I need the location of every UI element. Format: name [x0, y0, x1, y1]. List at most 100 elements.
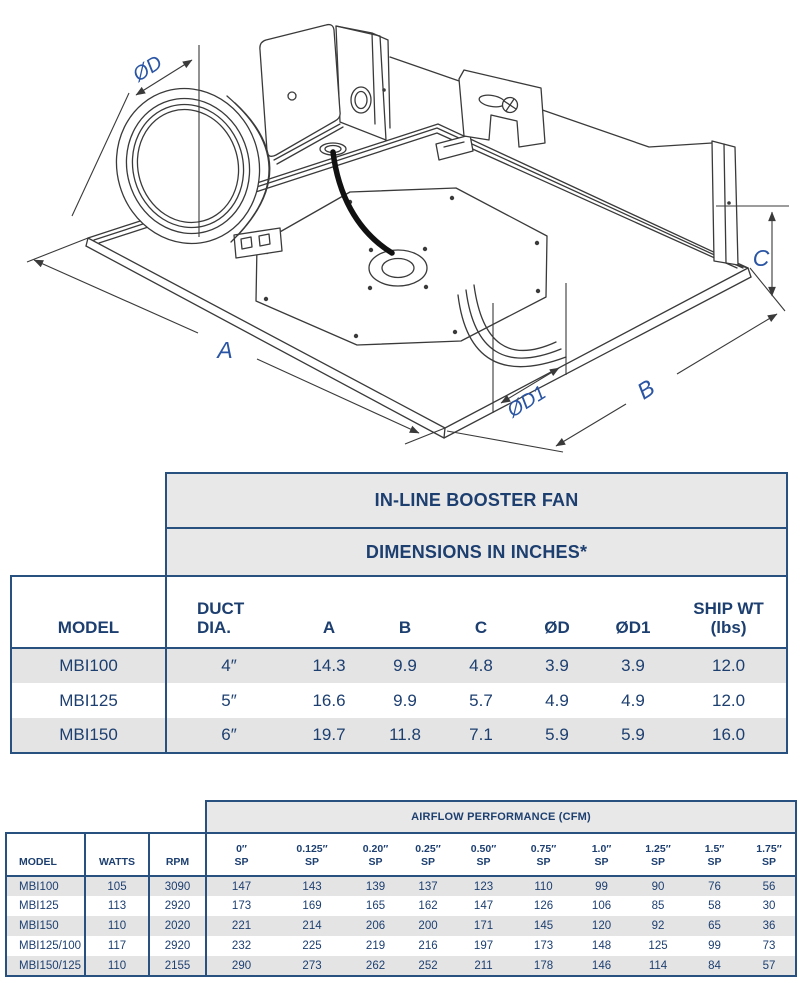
table-cell: 4.8	[469, 656, 493, 675]
column-header: A	[291, 576, 367, 649]
column-header: WATTS	[85, 832, 150, 877]
table-cell: 197	[473, 940, 494, 952]
table-cell: 216	[418, 940, 438, 952]
table-cell: 58	[708, 900, 721, 912]
perf-table-header-row: MODEL WATTS RPM 0″ SP 0.125″ SP 0.20″ SP 0.25″…	[5, 832, 798, 877]
table-cell: MBI100	[10, 648, 167, 683]
fan-isometric-drawing: ØD A B C ØD1	[26, 23, 789, 453]
table-cell: MBI100	[5, 876, 86, 896]
table-cell: 76	[708, 880, 721, 893]
table-cell: 105	[85, 876, 150, 896]
table-row: MBI125/100 117 2920 232 225 219 216 197 173 148 12…	[5, 936, 798, 956]
dim-label-c: C	[753, 245, 770, 271]
table-cell: 5.9	[595, 718, 671, 754]
table-cell: 221	[231, 920, 252, 932]
rear-wall	[389, 56, 749, 269]
table-cell: 3.9	[545, 656, 569, 675]
table-cell: 113	[85, 896, 150, 916]
table-cell: 273	[276, 956, 349, 977]
table-cell: 143	[302, 880, 322, 893]
airflow-table: AIRFLOW PERFORMANCE (CFM) MODEL WATTS RPM 0…	[5, 800, 798, 977]
table-cell: 114	[630, 956, 687, 977]
table-cell: 178	[514, 956, 574, 977]
dim-label-a: A	[215, 337, 232, 363]
table-cell: 146	[573, 956, 631, 977]
table-cell: 123	[473, 880, 494, 893]
table-cell: 57	[743, 956, 798, 977]
column-header-sp: 0.50″ SP	[453, 832, 515, 877]
table-cell: 145	[533, 920, 554, 932]
column-header-sp: 0.75″ SP	[514, 832, 574, 877]
table-cell: 14.3	[312, 656, 346, 675]
table-cell: 99	[708, 940, 721, 952]
table-cell: 125	[648, 940, 668, 952]
table-cell: 16.6	[312, 690, 346, 710]
table-cell: 5″	[221, 690, 237, 710]
table-cell: 99	[595, 880, 608, 893]
table-cell: 4″	[221, 656, 237, 675]
table-cell: MBI150/125	[5, 956, 86, 977]
dim-table-subtitle: DIMENSIONS IN INCHES*	[164, 527, 789, 577]
table-cell: 36	[743, 916, 798, 936]
table-cell: 162	[418, 900, 438, 912]
dim-table-header-row: MODEL DUCT DIA. A B C ØD ØD1 SHIP WT (lbs)	[10, 575, 789, 649]
table-cell: 16.0	[671, 718, 789, 754]
perf-table-body: MBI100 105 3090 147 143 139 137 123 110 99 90 76 56 M…	[5, 876, 798, 977]
table-cell: 2155	[149, 956, 208, 977]
table-cell: 117	[85, 936, 150, 956]
table-cell: 252	[403, 956, 454, 977]
table-row: MBI100 105 3090 147 143 139 137 123 110 99 90 76 56	[5, 876, 798, 896]
table-cell: 73	[743, 936, 798, 956]
spacer-cell	[6, 801, 207, 833]
junction-box-knockout	[287, 91, 297, 101]
table-cell: 84	[686, 956, 744, 977]
dim-table-body: MBI100 4″ 14.3 9.9 4.8 3.9 3.9 12.0 MBI125 5″ 16.6…	[10, 648, 789, 754]
table-row: MBI125 5″ 16.6 9.9 5.7 4.9 4.9 12.0	[10, 683, 789, 718]
column-header: MODEL	[10, 575, 167, 649]
table-cell: 85	[651, 900, 665, 912]
table-cell: 206	[365, 920, 386, 932]
column-header: B	[367, 576, 443, 649]
column-header-sp: 0.20″ SP	[348, 832, 404, 877]
mounting-plate	[255, 187, 548, 346]
table-cell: 7.1	[443, 718, 519, 754]
table-row: MBI150/125 110 2155 290 273 262 252 211 178 146 11…	[5, 956, 798, 977]
mounting-bracket	[458, 69, 546, 148]
column-header-sp: 0.125″ SP	[276, 832, 349, 877]
column-header-sp: 1.0″ SP	[573, 832, 631, 877]
table-cell: 2020	[149, 916, 208, 936]
column-header: MODEL	[5, 832, 86, 877]
table-cell: 225	[302, 940, 322, 952]
table-cell: 11.8	[367, 718, 443, 754]
table-cell: 139	[365, 880, 386, 893]
table-cell: 110	[534, 880, 553, 893]
spacer-cell	[11, 473, 166, 528]
dimension-c	[716, 205, 789, 297]
table-cell: 165	[365, 900, 386, 912]
housing-side-band	[85, 237, 752, 439]
column-header: SHIP WT (lbs)	[671, 576, 789, 649]
column-header-sp: 1.5″ SP	[686, 832, 744, 877]
table-cell: 171	[473, 920, 494, 932]
column-header-sp: 1.25″ SP	[630, 832, 687, 877]
table-cell: MBI125/100	[5, 936, 86, 956]
table-row: MBI150 6″ 19.7 11.8 7.1 5.9 5.9 16.0	[10, 718, 789, 754]
table-cell: 92	[651, 920, 665, 932]
dimensions-table: IN-LINE BOOSTER FAN DIMENSIONS IN INCHES…	[10, 472, 789, 754]
dimension-a	[26, 237, 446, 445]
table-cell: 5.7	[469, 690, 493, 710]
table-cell: 65	[708, 920, 721, 932]
column-header: ØD	[519, 576, 595, 649]
dim-table-title: IN-LINE BOOSTER FAN	[164, 472, 789, 529]
table-cell: 56	[743, 876, 798, 896]
table-cell: 30	[743, 896, 798, 916]
bottom-duct-collar	[457, 284, 567, 368]
dim-label-b: B	[632, 374, 659, 404]
column-header: C	[443, 576, 519, 649]
table-cell: 9.9	[393, 690, 417, 710]
table-cell: 262	[348, 956, 404, 977]
table-cell: 90	[651, 880, 665, 893]
dimension-b	[446, 267, 786, 453]
table-cell: 6″	[166, 718, 291, 754]
junction-box	[259, 23, 391, 165]
